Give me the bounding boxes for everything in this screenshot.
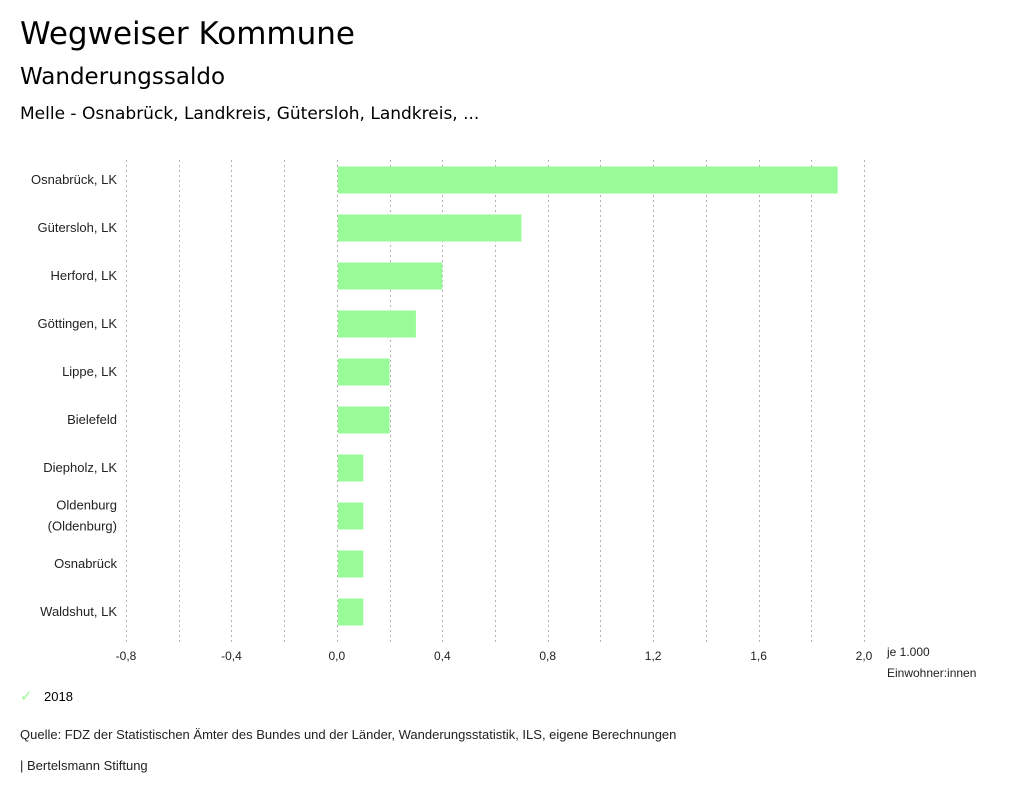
bar[interactable] [337, 550, 364, 578]
bar[interactable] [337, 502, 364, 530]
x-axis-label: je 1.000 Einwohner:innen [886, 645, 976, 680]
bar[interactable] [337, 406, 390, 434]
bar[interactable] [337, 310, 416, 338]
category-label: Waldshut, LK [40, 604, 117, 619]
chart-subtitle: Wanderungssaldo [20, 64, 226, 90]
category-label: Diepholz, LK [43, 460, 117, 475]
x-tick-label: 1,2 [645, 649, 662, 663]
category-labels: Osnabrück, LK Gütersloh, LK Herford, LK Göt… [31, 172, 117, 619]
check-icon[interactable]: ✓ [20, 688, 33, 705]
legend[interactable]: ✓ 2018 [20, 687, 73, 705]
x-tick-label: 1,6 [750, 649, 767, 663]
brand-note: | Bertelsmann Stiftung [20, 758, 148, 773]
x-axis-label-line: je 1.000 [886, 645, 930, 659]
bar[interactable] [337, 262, 443, 290]
bar[interactable] [337, 454, 364, 482]
category-label: Bielefeld [67, 412, 117, 427]
source-note: Quelle: FDZ der Statistischen Ämter des … [20, 727, 677, 742]
category-label: Osnabrück, LK [31, 172, 117, 187]
page-title: Wegweiser Kommune [20, 16, 355, 52]
region-selection: Melle - Osnabrück, Landkreis, Gütersloh,… [20, 104, 480, 124]
x-axis-label-line: Einwohner:innen [887, 666, 976, 680]
bar[interactable] [337, 358, 390, 386]
x-tick-label: 0,8 [539, 649, 556, 663]
x-tick-label: 0,0 [329, 649, 346, 663]
category-label: Lippe, LK [62, 364, 117, 379]
category-label: Osnabrück [54, 556, 117, 571]
bar[interactable] [337, 166, 838, 194]
category-label: Oldenburg (Oldenburg) [48, 498, 117, 534]
category-label: Herford, LK [51, 268, 118, 283]
legend-label: 2018 [44, 688, 73, 704]
x-tick-labels: -0,8 -0,4 0,0 0,4 0,8 1,2 1,6 2,0 [116, 649, 873, 663]
x-tick-label: 2,0 [856, 649, 873, 663]
bars [337, 166, 838, 626]
x-tick-label: -0,8 [116, 649, 137, 663]
x-tick-label: -0,4 [221, 649, 242, 663]
category-label: Göttingen, LK [38, 316, 118, 331]
category-label: Gütersloh, LK [38, 220, 118, 235]
bar[interactable] [337, 214, 522, 242]
x-tick-label: 0,4 [434, 649, 451, 663]
bar-chart: Osnabrück, LK Gütersloh, LK Herford, LK Göt… [31, 160, 976, 680]
bar[interactable] [337, 598, 364, 626]
